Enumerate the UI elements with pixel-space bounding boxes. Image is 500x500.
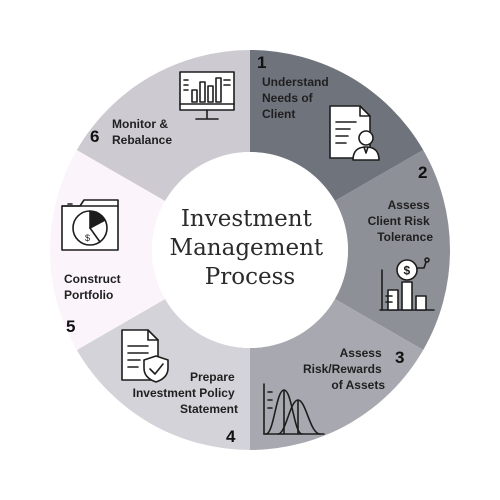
portfolio-folder-icon: $ [61, 199, 119, 251]
step-1-label: Understand Needs of Client [262, 75, 332, 121]
client-document-icon [329, 105, 380, 161]
center-title-line-3: Process [205, 264, 295, 290]
monitor-chart-icon [179, 71, 235, 120]
step-2-number: 2 [418, 163, 427, 182]
step-5-number: 5 [66, 317, 75, 336]
center-title-line-2: Management [170, 235, 324, 261]
step-4-number: 4 [226, 427, 236, 446]
step-1-number: 1 [257, 53, 266, 72]
step-3-label: Assess Risk/Rewards of Assets [303, 346, 385, 392]
center-circle [152, 152, 348, 348]
step-2-label: Assess Client Risk Tolerance [368, 198, 434, 244]
step-6-label: Monitor & Rebalance [112, 117, 172, 147]
step-5-label: Construct Portfolio [64, 272, 124, 302]
center-title-line-1: Investment [181, 206, 313, 232]
step-6-number: 6 [90, 127, 99, 146]
step-4-label: Prepare Investment Policy Statement [133, 370, 238, 416]
svg-text:$: $ [85, 233, 90, 243]
step-3-number: 3 [395, 348, 404, 367]
svg-text:$: $ [404, 264, 411, 278]
policy-shield-icon [121, 329, 169, 383]
distribution-curves-icon [263, 383, 325, 435]
risk-chart-icon: $ [379, 257, 435, 311]
center-title: Investment Management Process [170, 206, 331, 290]
